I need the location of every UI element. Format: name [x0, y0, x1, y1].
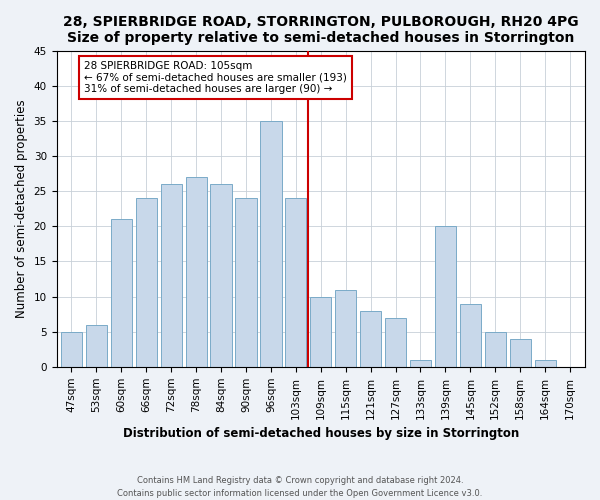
Bar — [161, 184, 182, 367]
Bar — [360, 310, 381, 367]
Bar — [460, 304, 481, 367]
Bar — [535, 360, 556, 367]
Title: 28, SPIERBRIDGE ROAD, STORRINGTON, PULBOROUGH, RH20 4PG
Size of property relativ: 28, SPIERBRIDGE ROAD, STORRINGTON, PULBO… — [63, 15, 578, 45]
Y-axis label: Number of semi-detached properties: Number of semi-detached properties — [15, 100, 28, 318]
Bar — [385, 318, 406, 367]
Bar — [435, 226, 456, 367]
Text: Contains HM Land Registry data © Crown copyright and database right 2024.
Contai: Contains HM Land Registry data © Crown c… — [118, 476, 482, 498]
Bar — [136, 198, 157, 367]
Text: 28 SPIERBRIDGE ROAD: 105sqm
← 67% of semi-detached houses are smaller (193)
31% : 28 SPIERBRIDGE ROAD: 105sqm ← 67% of sem… — [84, 61, 347, 94]
Bar — [235, 198, 257, 367]
Bar — [410, 360, 431, 367]
Bar — [260, 121, 281, 367]
Bar — [335, 290, 356, 367]
Bar — [509, 338, 531, 367]
Bar — [185, 177, 207, 367]
Bar — [61, 332, 82, 367]
X-axis label: Distribution of semi-detached houses by size in Storrington: Distribution of semi-detached houses by … — [122, 427, 519, 440]
Bar — [211, 184, 232, 367]
Bar — [485, 332, 506, 367]
Bar — [310, 296, 331, 367]
Bar — [285, 198, 307, 367]
Bar — [111, 219, 132, 367]
Bar — [86, 324, 107, 367]
